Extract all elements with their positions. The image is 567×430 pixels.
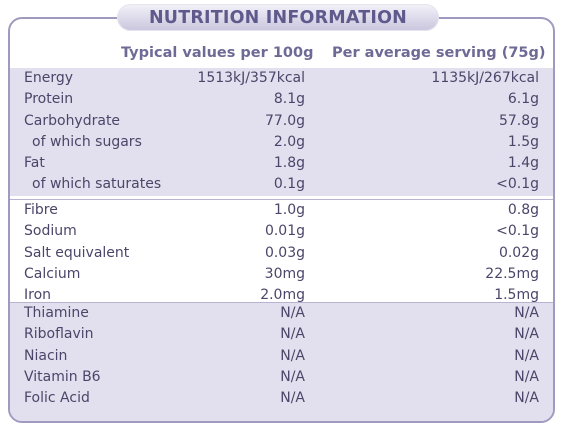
nutrient-label: Niacin <box>24 347 68 364</box>
value-per-serving: 1.5g <box>507 133 539 150</box>
value-per-100g: N/A <box>280 305 305 321</box>
nutrient-label: Carbohydrate <box>24 112 121 129</box>
value-per-serving: N/A <box>514 326 539 343</box>
value-per-serving: 57.8g <box>498 112 539 129</box>
value-per-100g: 0.03g <box>264 244 305 261</box>
value-per-serving: N/A <box>514 368 539 385</box>
value-per-100g: 0.1g <box>273 176 305 193</box>
column-headers: Typical values per 100g Per average serv… <box>10 45 553 67</box>
value-per-100g: 77.0g <box>264 112 305 129</box>
table-row: Riboflavin N/A N/A <box>10 324 553 345</box>
nutrient-label: Riboflavin <box>24 326 94 343</box>
value-per-serving: 0.8g <box>507 202 539 218</box>
table-row: Iron 2.0mg 1.5mg <box>10 285 553 306</box>
table-row: Calcium 30mg 22.5mg <box>10 264 553 285</box>
table-group-3: Thiamine N/A N/A Riboflavin N/A N/A Niacin N/A N… <box>10 302 553 421</box>
nutrient-label: Energy <box>24 70 74 86</box>
value-per-serving: 22.5mg <box>485 265 539 282</box>
nutrient-label: Iron <box>24 287 52 304</box>
value-per-100g: N/A <box>280 368 305 385</box>
nutrient-label: of which sugars <box>32 133 142 150</box>
table-row: of which sugars 2.0g 1.5g <box>10 132 553 153</box>
value-per-serving: N/A <box>514 390 539 407</box>
nutrient-label: Calcium <box>24 265 81 282</box>
nutrient-label: Fat <box>24 155 45 172</box>
value-per-serving: 0.02g <box>498 244 539 261</box>
nutrient-label: Salt equivalent <box>24 244 130 261</box>
value-per-serving: 6.1g <box>507 91 539 108</box>
table-group-2: Fibre 1.0g 0.8g Sodium 0.01g <0.1g Salt equiva… <box>10 199 553 307</box>
table-row: Carbohydrate 77.0g 57.8g <box>10 111 553 132</box>
value-per-100g: 0.01g <box>264 223 305 240</box>
table-row: of which saturates 0.1g <0.1g <box>10 174 553 195</box>
nutrient-label: Protein <box>24 91 74 108</box>
value-per-serving: <0.1g <box>496 176 539 193</box>
table-row: Niacin N/A N/A <box>10 346 553 367</box>
value-per-serving: N/A <box>514 347 539 364</box>
value-per-100g: 2.0g <box>273 133 305 150</box>
header-per-serving: Per average serving (75g) <box>332 45 546 61</box>
value-per-100g: N/A <box>280 326 305 343</box>
table-row: Folic Acid N/A N/A <box>10 388 553 409</box>
value-per-serving: 1135kJ/267kcal <box>431 70 539 86</box>
value-per-100g: N/A <box>280 390 305 407</box>
nutrient-label: Sodium <box>24 223 77 240</box>
value-per-100g: 8.1g <box>273 91 305 108</box>
table-row: Salt equivalent 0.03g 0.02g <box>10 243 553 264</box>
value-per-serving: 1.5mg <box>494 287 539 304</box>
value-per-100g: N/A <box>280 347 305 364</box>
nutrient-label: of which saturates <box>32 176 162 193</box>
page-title: NUTRITION INFORMATION <box>117 4 439 31</box>
nutrient-label: Folic Acid <box>24 390 90 407</box>
value-per-serving: N/A <box>514 305 539 321</box>
value-per-serving: 1.4g <box>507 155 539 172</box>
table-row: Sodium 0.01g <0.1g <box>10 221 553 242</box>
value-per-100g: 1.8g <box>273 155 305 172</box>
table-row: Fibre 1.0g 0.8g <box>10 200 553 221</box>
value-per-100g: 1513kJ/357kcal <box>197 70 305 86</box>
value-per-100g: 2.0mg <box>260 287 305 304</box>
nutrition-panel: Typical values per 100g Per average serv… <box>8 17 555 423</box>
nutrient-label: Fibre <box>24 202 58 218</box>
table-row: Protein 8.1g 6.1g <box>10 89 553 110</box>
value-per-100g: 1.0g <box>273 202 305 218</box>
value-per-100g: 30mg <box>264 265 305 282</box>
value-per-serving: <0.1g <box>496 223 539 240</box>
header-per-100g: Typical values per 100g <box>121 45 314 61</box>
table-row: Energy 1513kJ/357kcal 1135kJ/267kcal <box>10 68 553 89</box>
nutrient-label: Vitamin B6 <box>24 368 101 385</box>
table-group-1: Energy 1513kJ/357kcal 1135kJ/267kcal Protei… <box>10 68 553 196</box>
table-row: Vitamin B6 N/A N/A <box>10 367 553 388</box>
table-row: Thiamine N/A N/A <box>10 303 553 324</box>
nutrient-label: Thiamine <box>24 305 89 321</box>
table-row: Fat 1.8g 1.4g <box>10 153 553 174</box>
